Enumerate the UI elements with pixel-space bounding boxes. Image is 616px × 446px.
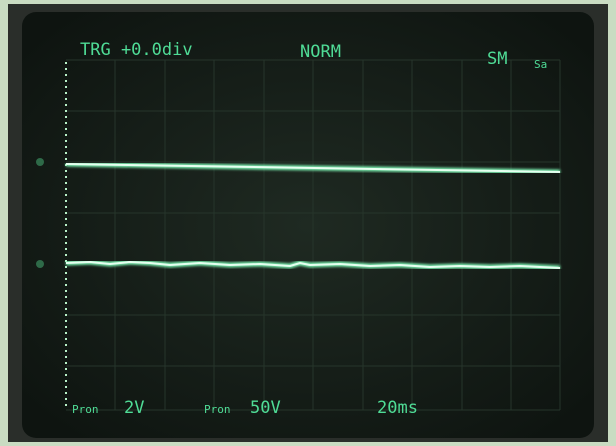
status-sub: Sa [534, 58, 547, 71]
ch2-scale: 50V [250, 398, 281, 418]
ch2-label: Pron [204, 403, 231, 416]
trace-1 [65, 161, 561, 175]
status-readout: SM [487, 49, 507, 69]
mode-readout: NORM [300, 42, 341, 62]
grid [66, 59, 561, 411]
trigger-readout: TRG +0.0div [80, 40, 193, 60]
timebase: 20ms [377, 398, 418, 418]
trace-2 [65, 259, 561, 271]
ch2-marker [36, 260, 44, 268]
ch1-marker [36, 158, 44, 166]
screen [22, 12, 594, 438]
ch1-label: Pron [72, 403, 99, 416]
ch1-scale: 2V [124, 398, 144, 418]
